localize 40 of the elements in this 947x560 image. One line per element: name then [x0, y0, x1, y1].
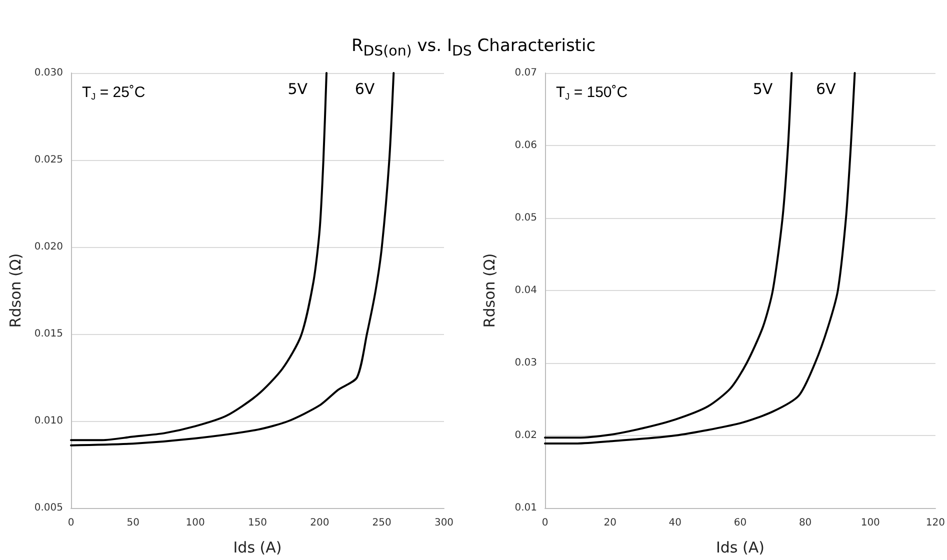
- x-tick-label: 250: [372, 518, 392, 528]
- x-tick-label: 100: [186, 518, 205, 528]
- y-tick-label: 0.030: [34, 68, 63, 78]
- x-tick-label: 120: [925, 518, 945, 528]
- x-axis-title: Ids (A): [715, 538, 764, 556]
- x-tick-label: 50: [126, 518, 140, 528]
- line-series: [544, 72, 856, 444]
- y-tick-label: 0.005: [34, 502, 63, 514]
- y-tick-label: 0.015: [34, 328, 63, 340]
- y-tick-label: 0.02: [514, 430, 536, 441]
- x-tick-label: 150: [248, 518, 268, 528]
- x-tick-label: 40: [668, 518, 682, 528]
- x-axis-title: Ids (A): [233, 538, 282, 556]
- x-tick-label: 0: [541, 518, 548, 528]
- line-series: [70, 72, 395, 446]
- y-tick-label: 0.04: [514, 285, 536, 296]
- x-tick-label: 100: [860, 518, 880, 528]
- y-tick-label: 0.03: [514, 358, 536, 368]
- y-tick-label: 0.05: [514, 212, 536, 224]
- y-tick-label: 0.06: [514, 140, 536, 151]
- x-tick-label: 80: [798, 518, 812, 528]
- x-tick-label: 200: [310, 518, 330, 528]
- series-label: 6V: [815, 80, 836, 98]
- series-label: 6V: [354, 80, 376, 98]
- y-axis-title: Rdson (Ω): [480, 253, 498, 328]
- x-tick-label: 0: [68, 518, 74, 528]
- x-tick-label: 300: [434, 518, 454, 528]
- x-tick-label: 20: [603, 518, 616, 528]
- chart-title: R$_{DS(on)}$ vs. I$_{DS}$ Characteristic: [350, 36, 597, 60]
- y-tick-label: 0.07: [514, 68, 536, 78]
- y-axis-title: Rdson (Ω): [6, 253, 24, 328]
- x-tick-label: 60: [733, 518, 746, 528]
- line-series: [70, 72, 328, 442]
- series-label: 5V: [752, 80, 773, 98]
- series-label: 5V: [288, 80, 308, 98]
- y-tick-label: 0.01: [514, 502, 536, 514]
- y-tick-label: 0.025: [34, 154, 63, 166]
- line-series: [544, 72, 792, 439]
- y-tick-label: 0.010: [34, 416, 63, 426]
- y-tick-label: 0.020: [34, 242, 63, 252]
